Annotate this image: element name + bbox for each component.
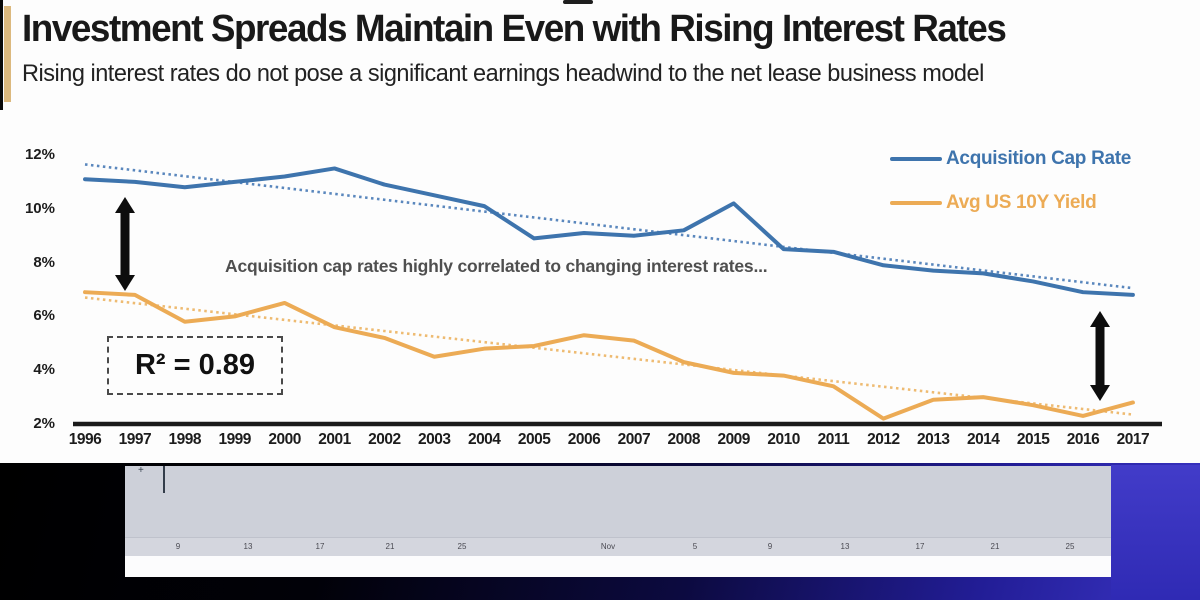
timeline-tick-label: 25 (1065, 542, 1075, 551)
legend-item-10y-yield: Avg US 10Y Yield (890, 192, 1097, 214)
timeline-tick-label: 9 (767, 542, 773, 551)
desktop-background: + 9 13 17 21 25 Nov 5 9 13 17 21 25 (0, 463, 1200, 600)
title-accent-bar (4, 6, 11, 102)
timeline-axis-band[interactable] (125, 537, 1111, 557)
x-tick-label: 2003 (418, 431, 451, 448)
x-tick-label: 1997 (118, 431, 152, 448)
x-tick-label: 2004 (467, 431, 501, 448)
x-tick-label: 2000 (268, 431, 301, 448)
y-tick-label: 6% (33, 307, 55, 325)
line-chart (73, 163, 1162, 427)
timeline-cursor[interactable] (163, 466, 165, 493)
y-tick-label: 8% (33, 253, 55, 271)
legend-label-cap-rate: Acquisition Cap Rate (946, 148, 1132, 169)
timeline-tick-label: 21 (385, 542, 395, 551)
x-tick-label: 1998 (168, 431, 202, 448)
timeline-tick-label: 9 (175, 542, 181, 551)
slide-title: Investment Spreads Maintain Even with Ri… (22, 8, 1007, 50)
x-tick-label: 2005 (517, 431, 551, 448)
x-tick-label: 2014 (966, 431, 1000, 448)
x-tick-label: 2011 (817, 431, 850, 448)
x-tick-label: 2015 (1016, 431, 1050, 448)
x-tick-label: 2017 (1116, 431, 1150, 448)
x-tick-label: 2016 (1066, 431, 1100, 448)
legend-swatch-10y-yield (890, 201, 942, 205)
legend-item-cap-rate: Acquisition Cap Rate (890, 148, 1131, 170)
x-tick-label: 2012 (867, 431, 900, 448)
timeline-tick-label: Nov (600, 542, 616, 551)
x-tick-label: 2007 (617, 431, 651, 448)
x-tick-label: 2009 (717, 431, 750, 448)
y-tick-label: 2% (33, 415, 55, 432)
x-tick-label: 1996 (68, 431, 102, 448)
x-tick-label: 2002 (368, 431, 401, 448)
x-tick-label: 2013 (917, 431, 950, 448)
legend-swatch-cap-rate (890, 157, 942, 161)
timeline-tick-label: 13 (840, 542, 850, 551)
timeline-lower-strip (125, 556, 1111, 577)
slide-subtitle: Rising interest rates do not pose a sign… (22, 60, 984, 87)
right-blue-region (1111, 465, 1200, 600)
timeline-scrubber-panel[interactable] (125, 466, 1111, 537)
x-tick-label: 1999 (218, 431, 251, 448)
r-squared-box: R² = 0.89 (107, 336, 283, 395)
timeline-tick-label: 25 (457, 542, 467, 551)
x-tick-label: 2010 (767, 431, 800, 448)
r-squared-value: R² = 0.89 (134, 349, 256, 381)
legend-label-10y-yield: Avg US 10Y Yield (946, 192, 1097, 213)
timeline-tick-label: 17 (315, 542, 325, 551)
slide-background: Investment Spreads Maintain Even with Ri… (0, 0, 1200, 463)
x-tick-label: 2001 (318, 431, 351, 448)
y-tick-label: 12% (24, 146, 55, 163)
timeline-tick-label: 21 (990, 542, 1000, 551)
timeline-marker-icon[interactable]: + (138, 465, 144, 476)
y-tick-label: 4% (33, 361, 55, 379)
top-edge-mark (563, 0, 593, 4)
x-tick-label: 2008 (667, 431, 701, 448)
left-edge-strip (0, 0, 3, 110)
chart-annotation: Acquisition cap rates highly correlated … (225, 256, 768, 276)
timeline-tick-label: 5 (692, 542, 698, 551)
timeline-tick-label: 17 (915, 542, 925, 551)
x-tick-label: 2006 (567, 431, 601, 448)
timeline-tick-label: 13 (243, 542, 253, 551)
y-tick-label: 10% (24, 199, 55, 217)
